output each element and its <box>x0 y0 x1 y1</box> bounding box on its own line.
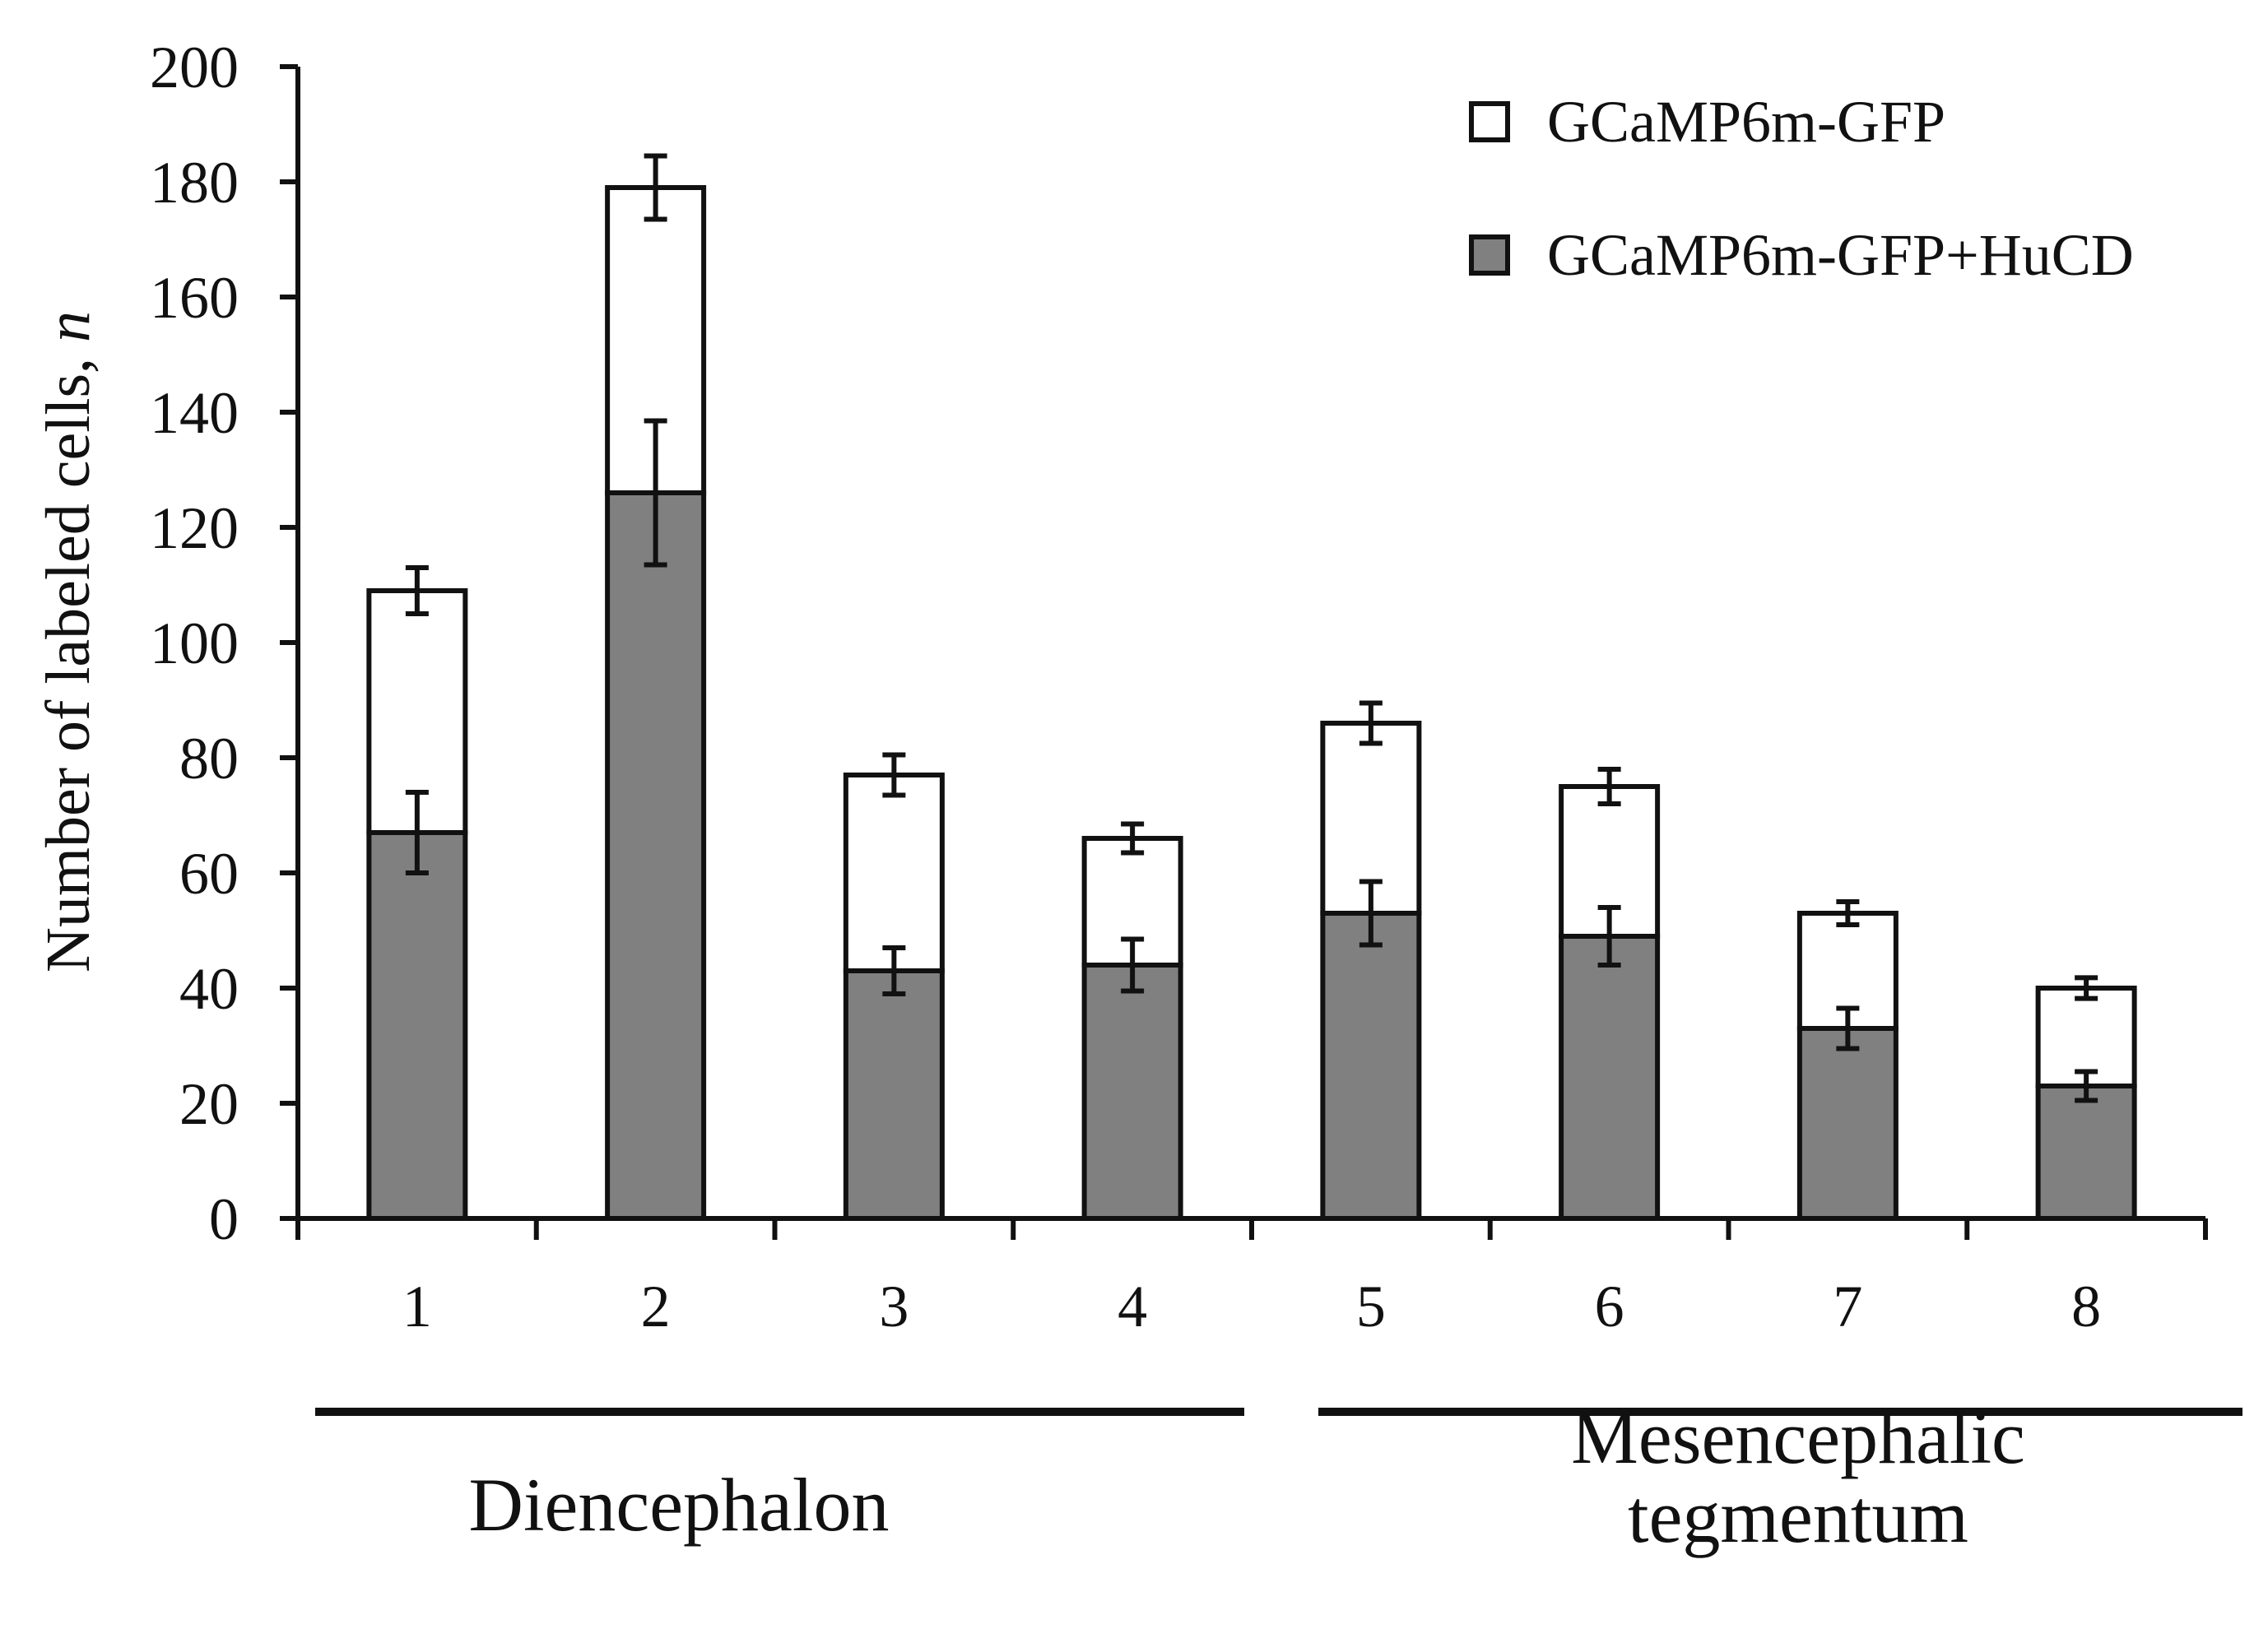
legend: GCaMP6m-GFP GCaMP6m-GFP+HuCD <box>1469 89 2134 288</box>
y-tick-label-60: 60 <box>179 841 239 907</box>
error-bar-gfp-5 <box>1359 700 1383 746</box>
legend-swatch-gcamp6m-gfp <box>1469 101 1510 142</box>
y-tick-label-120: 120 <box>150 495 239 561</box>
bars-layer <box>366 153 2137 1221</box>
error-bar-gfp-1 <box>405 565 429 616</box>
error-bar-gfp-3 <box>882 752 906 798</box>
y-tick-label-40: 40 <box>179 956 239 1022</box>
error-bar-hucd-2 <box>644 418 667 568</box>
bar-gcamp6m-gfp-hucd-1 <box>366 830 468 1221</box>
x-tick-label-4: 4 <box>1118 1274 1147 1339</box>
error-bar-hucd-3 <box>882 945 906 996</box>
group-label-mesencephalic-tegmentum-line-2: tegmentum <box>1628 1474 1968 1558</box>
bar-gcamp6m-gfp-hucd-3 <box>843 968 945 1221</box>
y-axis-label: Number of labeled cells, n <box>34 311 103 972</box>
group-label-mesencephalic-tegmentum-line-1: Mesencephalic <box>1571 1395 2025 1479</box>
legend-item-gcamp6m-gfp: GCaMP6m-GFP <box>1469 89 1945 155</box>
error-bar-gfp-8 <box>2075 975 2098 1001</box>
error-bar-gfp-6 <box>1597 767 1621 806</box>
bar-gcamp6m-gfp-hucd-6 <box>1559 934 1661 1221</box>
y-tick-label-20: 20 <box>179 1071 239 1137</box>
error-bar-hucd-1 <box>405 790 429 875</box>
error-bar-hucd-6 <box>1597 905 1621 968</box>
x-tick-label-7: 7 <box>1833 1274 1862 1339</box>
error-bar-gfp-2 <box>644 153 667 222</box>
error-bar-hucd-5 <box>1359 879 1383 948</box>
legend-label-gcamp6m-gfp: GCaMP6m-GFP <box>1547 89 1945 155</box>
bar-gcamp6m-gfp-3 <box>843 773 945 973</box>
axes-layer: 1 2 3 4 5 6 7 8020406080100120140160180200Numbe… <box>34 35 2208 1339</box>
group-label-diencephalon-line-1: Diencephalon <box>469 1463 890 1547</box>
legend-label-gcamp6m-gfp-hucd: GCaMP6m-GFP+HuCD <box>1547 222 2134 288</box>
bar-gcamp6m-gfp-hucd-7 <box>1796 1026 1899 1221</box>
x-tick-label-2: 2 <box>641 1274 671 1339</box>
bar-gcamp6m-gfp-hucd-5 <box>1320 911 1422 1221</box>
y-tick-label-180: 180 <box>150 150 239 216</box>
error-bar-hucd-8 <box>2075 1069 2098 1103</box>
group-diencephalon: Diencephalon <box>315 1408 1244 1547</box>
y-tick-label-80: 80 <box>179 726 239 791</box>
y-tick-label-0: 0 <box>209 1186 239 1252</box>
x-tick-label-3: 3 <box>879 1274 909 1339</box>
legend-item-gcamp6m-gfp-hucd: GCaMP6m-GFP+HuCD <box>1469 222 2134 288</box>
error-bar-gfp-4 <box>1121 821 1145 856</box>
error-bar-hucd-4 <box>1121 936 1145 994</box>
x-tick-label-6: 6 <box>1595 1274 1624 1339</box>
error-bar-hucd-7 <box>1836 1005 1860 1051</box>
x-tick-label-1: 1 <box>402 1274 432 1339</box>
bar-gcamp6m-gfp-hucd-4 <box>1081 963 1183 1221</box>
bar-gcamp6m-gfp-hucd-8 <box>2035 1084 2137 1221</box>
y-tick-label-140: 140 <box>150 380 239 446</box>
x-tick-label-5: 5 <box>1356 1274 1386 1339</box>
y-tick-label-160: 160 <box>150 265 239 331</box>
bar-gcamp6m-gfp-hucd-2 <box>605 490 707 1221</box>
y-tick-label-100: 100 <box>150 610 239 676</box>
x-tick-label-8: 8 <box>2071 1274 2101 1339</box>
error-bar-gfp-7 <box>1836 899 1860 927</box>
y-tick-label-200: 200 <box>150 35 239 100</box>
legend-swatch-gcamp6m-gfp-hucd <box>1469 234 1510 276</box>
